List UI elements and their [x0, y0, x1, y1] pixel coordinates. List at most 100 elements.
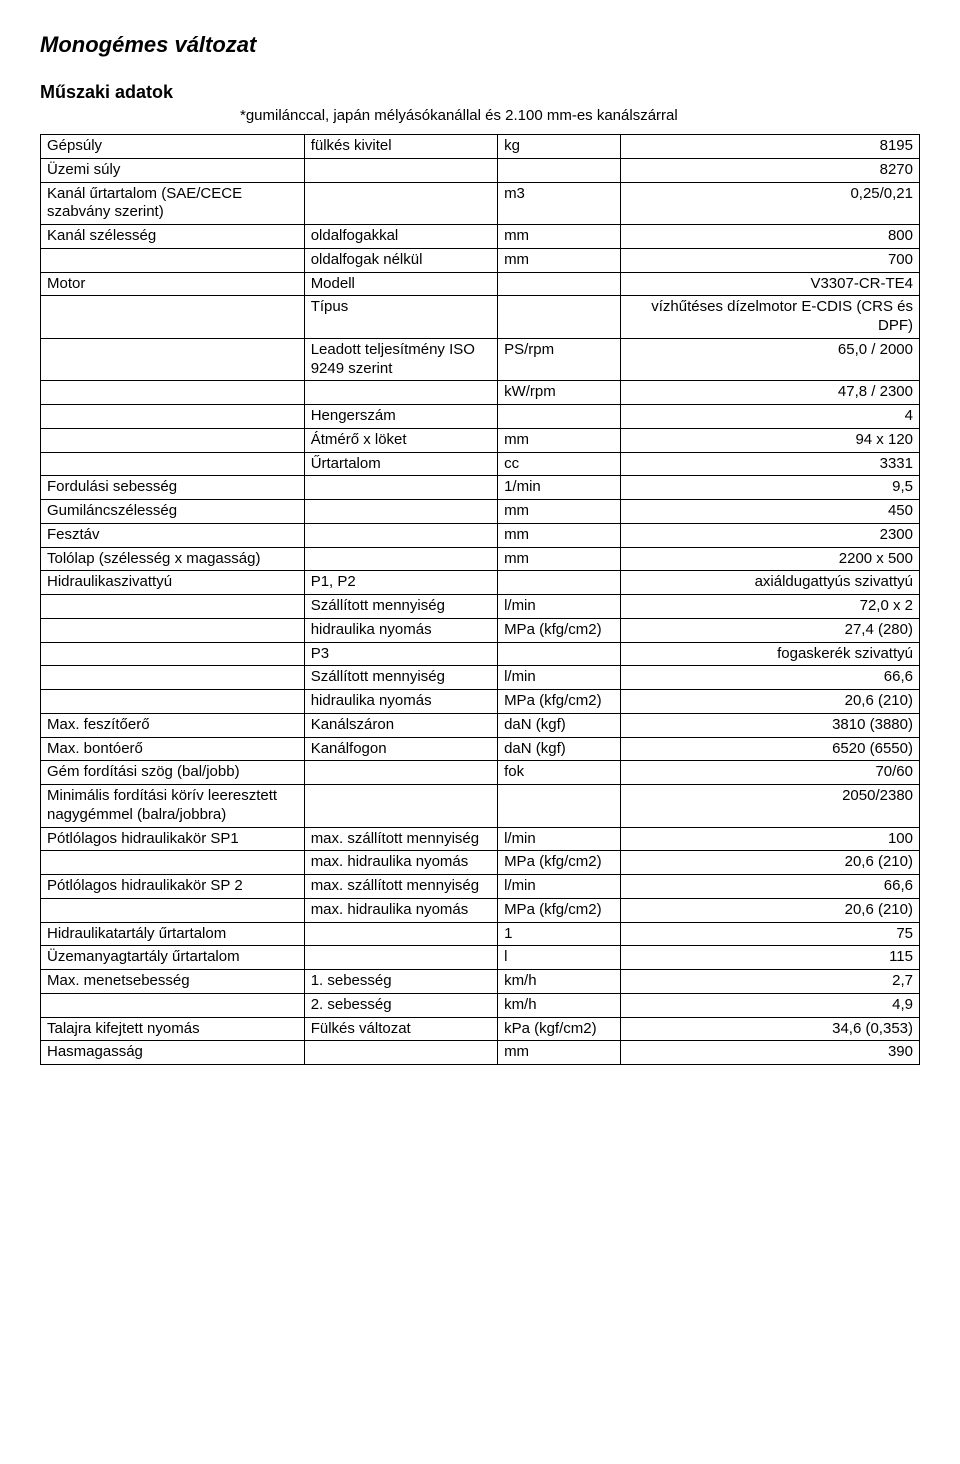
- table-row: Minimális fordítási körív leeresztett na…: [41, 785, 920, 828]
- table-cell: Minimális fordítási körív leeresztett na…: [41, 785, 305, 828]
- table-cell: Üzemi súly: [41, 158, 305, 182]
- table-row: Max. menetsebesség1. sebességkm/h2,7: [41, 970, 920, 994]
- table-cell: 65,0 / 2000: [621, 338, 920, 381]
- table-cell: mm: [498, 500, 621, 524]
- table-row: Kanál űrtartalom (SAE/CECE szabvány szer…: [41, 182, 920, 225]
- table-row: Tolólap (szélesség x magasság)mm2200 x 5…: [41, 547, 920, 571]
- table-cell: [41, 898, 305, 922]
- table-cell: 2050/2380: [621, 785, 920, 828]
- table-cell: Hasmagasság: [41, 1041, 305, 1065]
- table-cell: Max. bontóerő: [41, 737, 305, 761]
- table-row: Üzemi súly8270: [41, 158, 920, 182]
- table-row: Átmérő x löketmm94 x 120: [41, 428, 920, 452]
- table-row: oldalfogak nélkülmm700: [41, 248, 920, 272]
- table-row: Gépsúlyfülkés kivitelkg8195: [41, 135, 920, 159]
- table-cell: 20,6 (210): [621, 898, 920, 922]
- table-cell: MPa (kfg/cm2): [498, 690, 621, 714]
- table-row: HidraulikaszivattyúP1, P2axiáldugattyús …: [41, 571, 920, 595]
- table-cell: hidraulika nyomás: [304, 618, 497, 642]
- table-cell: PS/rpm: [498, 338, 621, 381]
- table-cell: cc: [498, 452, 621, 476]
- table-cell: Átmérő x löket: [304, 428, 497, 452]
- table-cell: Max. menetsebesség: [41, 970, 305, 994]
- table-cell: 72,0 x 2: [621, 595, 920, 619]
- table-row: Űrtartalomcc3331: [41, 452, 920, 476]
- table-cell: [41, 452, 305, 476]
- table-row: max. hidraulika nyomásMPa (kfg/cm2)20,6 …: [41, 851, 920, 875]
- table-cell: l: [498, 946, 621, 970]
- table-cell: 75: [621, 922, 920, 946]
- table-cell: km/h: [498, 970, 621, 994]
- table-cell: hidraulika nyomás: [304, 690, 497, 714]
- page-title: Monogémes változat: [40, 32, 920, 58]
- table-row: max. hidraulika nyomásMPa (kfg/cm2)20,6 …: [41, 898, 920, 922]
- table-cell: [304, 547, 497, 571]
- table-cell: 0,25/0,21: [621, 182, 920, 225]
- table-cell: daN (kgf): [498, 737, 621, 761]
- table-cell: mm: [498, 1041, 621, 1065]
- table-cell: [498, 642, 621, 666]
- table-cell: Üzemanyagtartály űrtartalom: [41, 946, 305, 970]
- table-cell: 2. sebesség: [304, 993, 497, 1017]
- table-cell: 100: [621, 827, 920, 851]
- table-row: Hidraulikatartály űrtartalom175: [41, 922, 920, 946]
- table-cell: max. szállított mennyiség: [304, 875, 497, 899]
- table-row: P3fogaskerék szivattyú: [41, 642, 920, 666]
- table-cell: Kanálszáron: [304, 713, 497, 737]
- table-row: Max. feszítőerőKanálszárondaN (kgf)3810 …: [41, 713, 920, 737]
- table-row: Hasmagasságmm390: [41, 1041, 920, 1065]
- table-row: Pótlólagos hidraulikakör SP1max. szállít…: [41, 827, 920, 851]
- table-cell: Motor: [41, 272, 305, 296]
- table-cell: Kanál űrtartalom (SAE/CECE szabvány szer…: [41, 182, 305, 225]
- table-cell: l/min: [498, 595, 621, 619]
- table-cell: 9,5: [621, 476, 920, 500]
- table-cell: Gém fordítási szög (bal/jobb): [41, 761, 305, 785]
- table-cell: Pótlólagos hidraulikakör SP 2: [41, 875, 305, 899]
- table-cell: 2300: [621, 523, 920, 547]
- table-cell: max. szállított mennyiség: [304, 827, 497, 851]
- table-cell: Pótlólagos hidraulikakör SP1: [41, 827, 305, 851]
- table-cell: Szállított mennyiség: [304, 595, 497, 619]
- table-cell: fülkés kivitel: [304, 135, 497, 159]
- table-cell: 700: [621, 248, 920, 272]
- table-cell: [304, 476, 497, 500]
- table-row: Típusvízhűtéses dízelmotor E-CDIS (CRS é…: [41, 296, 920, 339]
- table-cell: [498, 785, 621, 828]
- table-cell: l/min: [498, 827, 621, 851]
- table-cell: V3307-CR-TE4: [621, 272, 920, 296]
- table-cell: 34,6 (0,353): [621, 1017, 920, 1041]
- table-row: Talajra kifejtett nyomásFülkés változatk…: [41, 1017, 920, 1041]
- table-cell: l/min: [498, 666, 621, 690]
- table-cell: 3810 (3880): [621, 713, 920, 737]
- table-cell: [41, 296, 305, 339]
- table-cell: 2200 x 500: [621, 547, 920, 571]
- table-row: Szállított mennyiségl/min66,6: [41, 666, 920, 690]
- table-cell: [304, 182, 497, 225]
- table-cell: 94 x 120: [621, 428, 920, 452]
- table-cell: fogaskerék szivattyú: [621, 642, 920, 666]
- table-cell: [41, 595, 305, 619]
- table-cell: Típus: [304, 296, 497, 339]
- table-cell: 6520 (6550): [621, 737, 920, 761]
- table-row: Fordulási sebesség 1/min9,5: [41, 476, 920, 500]
- table-cell: mm: [498, 248, 621, 272]
- table-cell: MPa (kfg/cm2): [498, 898, 621, 922]
- table-cell: Kanál szélesség: [41, 225, 305, 249]
- table-cell: [498, 571, 621, 595]
- table-cell: 8195: [621, 135, 920, 159]
- table-row: Leadott teljesítmény ISO 9249 szerintPS/…: [41, 338, 920, 381]
- table-row: MotorModellV3307-CR-TE4: [41, 272, 920, 296]
- table-cell: Fordulási sebesség: [41, 476, 305, 500]
- table-row: Üzemanyagtartály űrtartaloml115: [41, 946, 920, 970]
- table-cell: max. hidraulika nyomás: [304, 851, 497, 875]
- table-cell: 1. sebesség: [304, 970, 497, 994]
- table-cell: P1, P2: [304, 571, 497, 595]
- table-cell: 800: [621, 225, 920, 249]
- table-cell: [498, 405, 621, 429]
- table-cell: [41, 851, 305, 875]
- table-cell: 66,6: [621, 666, 920, 690]
- table-cell: [41, 428, 305, 452]
- table-cell: 450: [621, 500, 920, 524]
- table-cell: 1/min: [498, 476, 621, 500]
- table-cell: [41, 993, 305, 1017]
